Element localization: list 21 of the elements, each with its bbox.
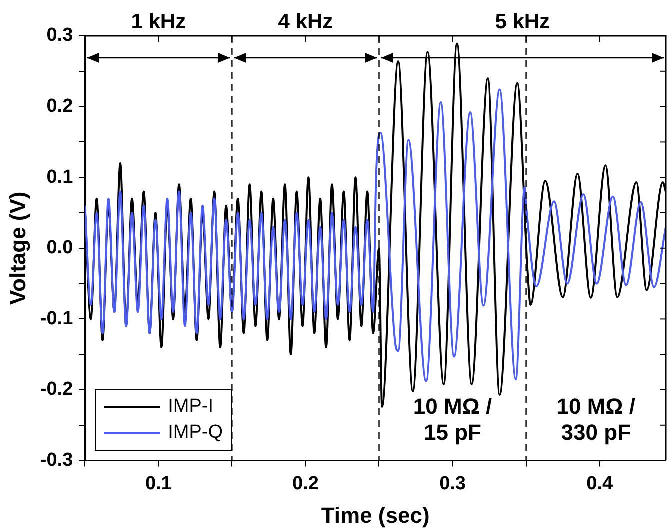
y-tick-label: 0.1	[46, 166, 74, 188]
annotation: 10 MΩ / 330 pF	[556, 394, 636, 445]
x-tick-label: 0.2	[292, 473, 319, 494]
y-tick-label: 0.0	[46, 238, 74, 259]
y-tick-label: 0.3	[46, 25, 74, 46]
y-tick-label: -0.3	[40, 450, 74, 472]
text: 5 kHz	[495, 10, 550, 34]
y-axis-title: Voltage (V)	[5, 192, 30, 306]
annotation: 10 MΩ / 15 pF	[413, 394, 492, 445]
x-tick-label: 0.3	[440, 473, 466, 494]
x-tick-label: 0.4	[586, 473, 614, 494]
y-tick-label: 0.2	[46, 96, 74, 118]
legend-label: IMP-I	[168, 396, 214, 418]
text: 1 kHz	[131, 10, 186, 34]
legend-label: IMP-Q	[168, 422, 224, 444]
text: 4 kHz	[278, 10, 334, 34]
x-tick-label: 0.1	[145, 473, 172, 494]
y-tick-label: -0.1	[40, 308, 74, 330]
line-series	[85, 88, 666, 383]
x-axis-title: Time (sec)	[321, 502, 430, 528]
y-tick-label: -0.2	[40, 379, 74, 400]
